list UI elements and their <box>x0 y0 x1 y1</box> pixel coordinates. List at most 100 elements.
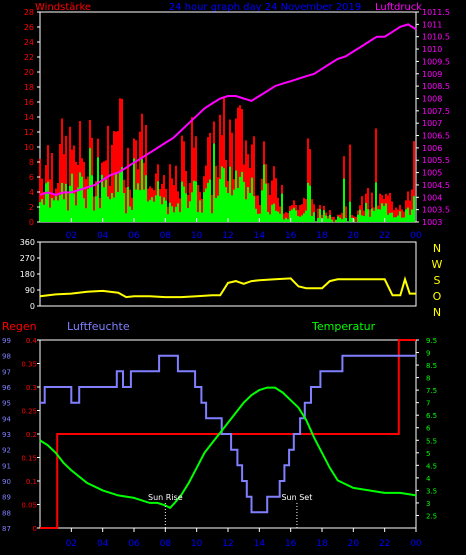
hour-axis-tick-label: 18 <box>316 539 328 549</box>
pressure-axis-tick-label: 1003.5 <box>422 206 450 215</box>
humidity-series-line <box>40 354 416 514</box>
temperature-axis-tick-label: 9 <box>426 350 430 358</box>
humidity-axis-tick-label: 91 <box>2 462 11 470</box>
hour-axis-tick-label: 00 <box>410 231 422 241</box>
temperature-y-axis: 2.5 3 3.5 4 4.5 5 5.5 6 6.5 7 7.5 8 8.5 9 9.5 <box>416 337 437 520</box>
pressure-axis-tick-label: 1003 <box>422 218 442 227</box>
pressure-axis-tick-label: 1010 <box>422 45 442 54</box>
direction-axis-tick-label: 90 <box>25 286 35 295</box>
pressure-axis-tick-label: 1007.5 <box>422 107 450 116</box>
hour-axis: 02 04 06 08 10 12 14 16 18 20 22 00 <box>66 218 422 241</box>
hour-axis-tick-label: 02 <box>66 231 77 241</box>
temperature-axis-tick-label: 3 <box>426 500 430 508</box>
sun-marker-label: Sun Set <box>281 493 312 502</box>
compass-n-top: N <box>433 242 441 255</box>
temperature-axis-tick-label: 6 <box>426 425 431 433</box>
direction-panel: 0 90 180 270 360 N W S O N <box>20 238 443 319</box>
compass-o: O <box>433 290 442 303</box>
humidity-axis-tick-label: 96 <box>2 384 11 392</box>
direction-axis-tick-label: 360 <box>20 238 35 247</box>
compass-s: S <box>434 274 441 287</box>
humidity-axis-tick-label: 89 <box>2 494 11 502</box>
hour-axis-tick-label: 14 <box>254 539 266 549</box>
compass-n-bottom: N <box>433 306 441 319</box>
pressure-axis-tick-label: 1011 <box>422 20 442 29</box>
pressure-axis-tick-label: 1006.5 <box>422 132 450 141</box>
temperature-axis-tick-label: 7.5 <box>426 387 437 395</box>
hour-axis-tick-label: 10 <box>191 539 203 549</box>
pressure-y-axis: 1003 1003.5 1004 1004.5 1005 1005.5 1006 1006.5… <box>416 8 450 227</box>
pressure-axis-tick-label: 1010.5 <box>422 33 450 42</box>
rain-axis-tick-label: 0 <box>33 525 37 533</box>
wind-axis-title: Windstärke <box>35 2 91 13</box>
temperature-axis-tick-label: 3.5 <box>426 487 437 495</box>
humidity-axis-tick-label: 95 <box>2 400 11 408</box>
wind-axis-tick-label: 12 <box>24 128 34 137</box>
temperature-axis-tick-label: 8.5 <box>426 362 437 370</box>
rain-axis-tick-label: 0.05 <box>21 502 37 510</box>
wind-axis-tick-label: 8 <box>29 158 34 167</box>
wind-axis-tick-label: 26 <box>24 23 34 32</box>
humidity-axis-tick-label: 97 <box>2 368 11 376</box>
chart-title: 24 hour graph day 24 November 2019 <box>169 2 362 13</box>
direction-axis-tick-label: 180 <box>20 270 35 279</box>
temperature-axis-tick-label: 6.5 <box>426 412 437 420</box>
pressure-axis-tick-label: 1005 <box>422 169 442 178</box>
direction-y-axis: 0 90 180 270 360 <box>20 238 40 311</box>
wind-axis-tick-label: 14 <box>24 113 34 122</box>
rain-axis-tick-label: 0.15 <box>21 455 37 463</box>
temperature-series-line <box>39 386 417 510</box>
hour-axis-tick-label: 12 <box>222 231 233 241</box>
compass-w: W <box>432 258 443 271</box>
hour-axis-tick-label: 12 <box>222 539 233 549</box>
hour-axis-tick-label: 20 <box>348 539 360 549</box>
humidity-axis-tick-label: 99 <box>2 337 11 345</box>
climate-panel: 00.050.10.150.20.250.30.350.4 8788899091… <box>2 337 437 549</box>
wind-axis-tick-label: 28 <box>24 8 34 17</box>
wind-axis-tick-label: 10 <box>24 143 34 152</box>
pressure-axis-tick-label: 1004 <box>422 193 442 202</box>
hour-axis-tick-label: 06 <box>128 539 140 549</box>
wind-axis-tick-label: 24 <box>24 38 34 47</box>
rain-axis-tick-label: 0.3 <box>26 384 37 392</box>
rain-axis-title: Regen <box>2 320 37 333</box>
pressure-axis-tick-label: 1004.5 <box>422 181 450 190</box>
pressure-axis-title: Luftdruck <box>375 2 422 13</box>
pressure-axis-tick-label: 1008 <box>422 94 442 103</box>
pressure-series-line <box>39 23 417 196</box>
temperature-axis-tick-label: 2.5 <box>426 512 437 520</box>
wind-axis-tick-label: 0 <box>29 218 34 227</box>
hour-axis-tick-label: 00 <box>410 539 422 549</box>
hour-axis-tick-label: 04 <box>97 539 109 549</box>
rain-axis-tick-label: 0.35 <box>21 361 37 369</box>
humidity-y-axis: 87 88 89 90 91 92 93 94 95 96 97 98 99 <box>2 337 11 533</box>
wind-axis-tick-label: 2 <box>29 203 34 212</box>
hour-axis-tick-label: 18 <box>316 231 328 241</box>
wind-axis-tick-label: 18 <box>24 83 34 92</box>
hour-axis-tick-label: 02 <box>66 539 77 549</box>
wind-axis-tick-label: 20 <box>24 68 34 77</box>
wind-axis-tick-label: 16 <box>24 98 34 107</box>
direction-axis-tick-label: 270 <box>20 254 35 263</box>
humidity-axis-tick-label: 98 <box>2 353 11 361</box>
pressure-axis-tick-label: 1009 <box>422 70 442 79</box>
wind-axis-tick-label: 4 <box>29 188 34 197</box>
direction-series-line <box>39 275 416 299</box>
hour-axis-tick-label: 10 <box>191 231 203 241</box>
sun-annotations: Sun Rise Sun Set <box>148 493 312 528</box>
hour-axis-tick-label: 08 <box>160 231 172 241</box>
humidity-axis-tick-label: 92 <box>2 447 11 455</box>
hour-axis-tick-label: 04 <box>97 231 109 241</box>
hour-axis-tick-label: 14 <box>254 231 266 241</box>
pressure-axis-tick-label: 1009.5 <box>422 57 450 66</box>
wind-axis-tick-label: 22 <box>24 53 34 62</box>
hour-axis-tick-label: 22 <box>379 231 390 241</box>
direction-panel-frame <box>39 241 417 307</box>
hour-axis-tick-label: 08 <box>160 539 172 549</box>
humidity-axis-tick-label: 88 <box>2 509 11 517</box>
hour-axis-bottom: 02 04 06 08 10 12 14 16 18 20 22 00 <box>66 528 422 549</box>
pressure-axis-tick-label: 1005.5 <box>422 156 450 165</box>
sun-marker-label: Sun Rise <box>148 493 183 502</box>
